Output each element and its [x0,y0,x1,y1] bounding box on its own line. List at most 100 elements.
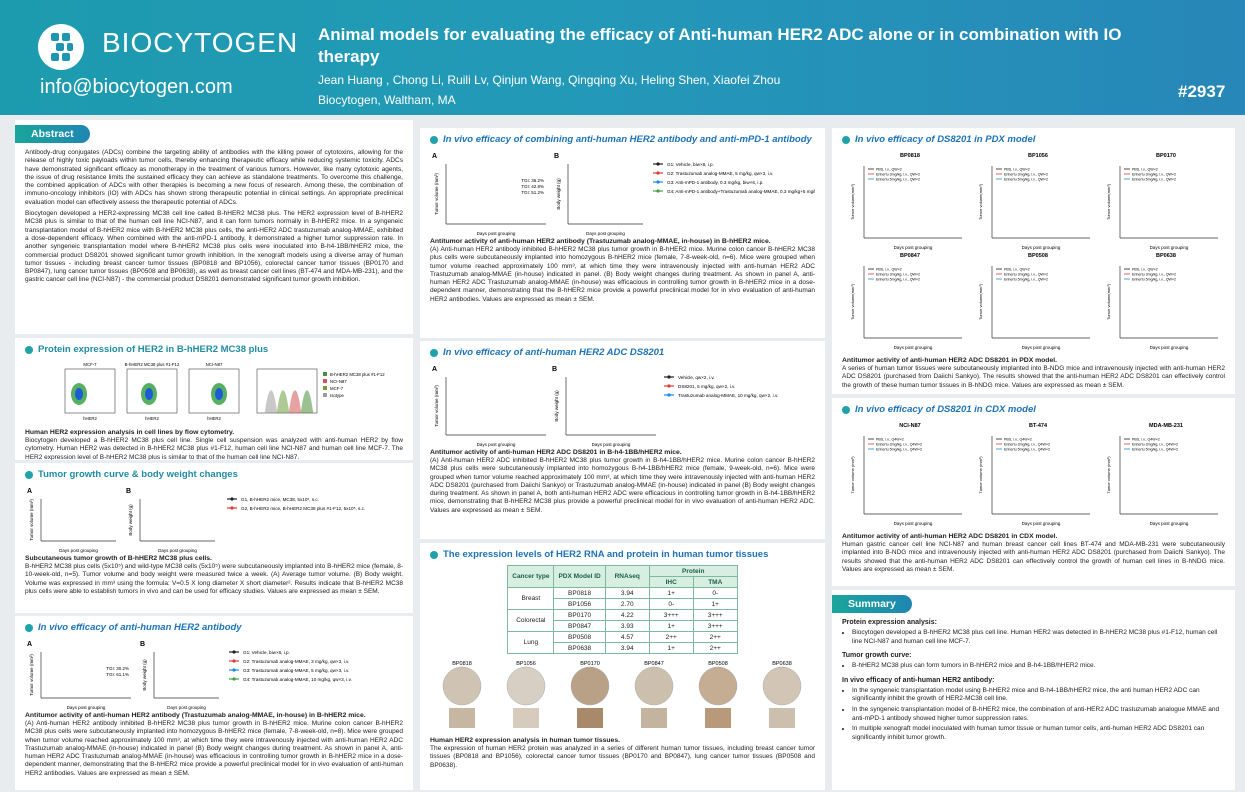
table-cell: 2++ [648,631,694,643]
table-cell: 4.22 [604,609,650,621]
tissue-image [698,666,738,706]
y-axis-label: Tumor volume(mm³) [850,283,855,320]
header-cell: RNAseq [604,565,650,588]
caption-title: Human HER2 expression analysis in cell l… [25,429,235,436]
legend-entry: Enhertu 5mg/kg, i.v., QW×2 [1004,278,1048,282]
cdx-section: In vivo efficacy of DS8201 in CDX model … [832,398,1235,586]
table-row: BP1056 2.70 0- 1+ [508,598,738,610]
y-axis-label: Tumor volume (mm³) [850,456,855,494]
table-cell: BP0508 [553,631,606,643]
table-cell: 2.70 [604,598,650,610]
chart-title: NCI-N87 [899,423,920,429]
caption-title: Antitumor activity of anti-human HER2 AD… [842,533,1058,540]
flow-figure: MCF-7 hHER2 B-hHER2 MC38 plus #1-F12 hHER2 N… [64,362,385,421]
legend-entry: PBS, i.v., Q4W×2 [876,438,904,442]
table-cell: 2++ [692,642,738,654]
legend-entry: G4: Trastuzumab analog-MMAE, 10 mg/kg, q… [243,677,352,682]
table-cell: 4.57 [604,631,650,643]
summary-section: Summary Protein expression analysis: Bioc… [832,590,1235,790]
ihc-images: BP0818 BP1056 BP0170 BP0847 BP0508 BP0638 [442,661,802,728]
chart-title: BP0638 [1156,253,1176,259]
legend-entry: Enhertu 5mg/kg, i.v., QW×2 [1132,178,1176,182]
caption: Human gastric cancer cell line NCI-N87 a… [842,541,1225,573]
caption-title: Antitumor activity of anti-human HER2 AD… [842,357,1058,364]
histogram [300,390,314,414]
legend-entry: PBS, i.v., QW×2 [876,268,902,272]
summary-bullet: B-hHER2 MC38 plus can form tumors in B-h… [852,662,1225,671]
panel-label: B [552,366,557,373]
caption-title: Antitumor activity of anti-human HER2 AD… [430,449,682,456]
chart-title: MDA-MB-231 [1149,423,1183,429]
legend-swatch [655,180,660,184]
panel-label: B [554,153,559,160]
x-axis-label: hHER2 [145,416,159,421]
y-axis-label: Body weight (g) [554,390,559,422]
table-cell: 3.93 [604,620,650,632]
x-axis-label: Days post grouping [167,705,206,710]
tissue-zoom [577,708,603,728]
section-title: In vivo efficacy of combining anti-human… [430,134,815,145]
protein-section: Protein expression of HER2 in B-hHER2 MC… [15,338,413,460]
density [75,388,83,400]
y-axis-label: Tumor volume (mm³) [29,654,34,696]
legend-swatch [232,677,236,681]
x-axis-label: Days post grouping [1150,345,1189,350]
x-axis-label: Days post grouping [1022,345,1061,350]
legend-entry: PBS, i.v., QW×2 [1004,168,1030,172]
header-cell: Cancer type [507,565,555,588]
summary-list: B-hHER2 MC38 plus can form tumors in B-h… [842,662,1225,671]
annotation: TGI: 61.1% [106,672,129,677]
section-title: Tumor growth curve & body weight changes [25,469,403,480]
summary-body: Protein expression analysis: Biocytogen d… [842,619,1225,742]
summary-bullet: Biocytogen developed a B-hHER2 MC38 plus… [852,629,1225,646]
email: info@biocytogen.com [40,76,233,98]
legend-entry: G2: Trastuzumab analog-MMAE, 5 mg/kg, qw… [667,171,773,176]
table-cell: 3+++ [692,620,738,632]
x-axis-label: Days post grouping [477,442,516,447]
legend-swatch [230,497,234,501]
legend-swatch [232,650,236,654]
legend-entry: Enhertu 3mg/kg, i.v., QW×2 [1132,273,1176,277]
table-row: Colorectal BP0170 4.22 3+++ 3+++ [507,609,738,632]
image-label: BP0847 [644,661,664,667]
x-axis-label: Days post grouping [59,548,98,553]
tissue-image [442,666,482,706]
legend-entry: Vehicle, qw×2, i.v. [678,375,715,380]
legend-entry: B-hHER2 MC38 plus #1-F12 [330,372,385,377]
tissue-zoom [641,708,667,728]
y-axis-label: Tumor volume(mm³) [1106,283,1111,320]
legend-entry: G4: Anti-mPD-1 antibody+Trastuzumab anal… [667,189,815,194]
plot-title: NCI-N87 [206,362,223,367]
legend-entry: G3: Anti-mPD-1 antibody, 0.3 mg/kg, biw×… [667,180,764,185]
panel-label: B [126,488,131,495]
tissue-zoom [513,708,539,728]
x-axis-label: Days post grouping [1150,521,1189,526]
legend-entry: Enhertu 5mg/kg, i.v., QW×2 [1004,178,1048,182]
y-axis-label: Tumor volume (mm³) [434,173,439,215]
y-axis-label: Tumor volume(mm³) [978,283,983,320]
caption: (A) Anti-human HER2 antibody inhibited B… [430,246,815,303]
header-row: Cancer type PDX Model ID RNAseq Protein [507,565,738,588]
combination-section: In vivo efficacy of combining anti-human… [420,128,825,338]
legend-swatch [230,506,234,510]
image-label: BP0508 [708,661,728,667]
table-cell: 3+++ [692,609,738,621]
chart-title: BP0508 [1028,253,1048,259]
x-axis-label: Days post grouping [477,231,516,236]
summary-list: In the syngeneic transplantation model u… [842,687,1225,743]
legend: G1: Vehicle, biw×6, i.p. G2: Trastuzumab … [229,650,352,682]
legend-swatch [655,162,660,166]
tissue-zoom [769,708,795,728]
table-cell: 1+ [648,620,694,632]
x-axis-label: hHER2 [83,416,97,421]
legend-entry: G2: Trastuzumab analog-MMAE, 3 mg/kg, qw… [243,659,349,664]
panel-label: A [432,153,437,160]
legend-swatch [667,384,671,388]
figure: A Tumor volume (mm³) Days post grouping TGI… [432,153,546,236]
title: Animal models for evaluating the efficac… [318,25,1122,66]
y-axis-label: Tumor volume (mm³) [978,456,983,494]
legend-entry: PBS, i.v., QW×2 [876,168,902,172]
antibody-section: In vivo efficacy of anti-human HER2 anti… [15,616,413,790]
legend-entry: Enhertu 5mg/kg, i.v., Q4W×2 [1132,448,1178,452]
tissue-zoom [449,708,475,728]
